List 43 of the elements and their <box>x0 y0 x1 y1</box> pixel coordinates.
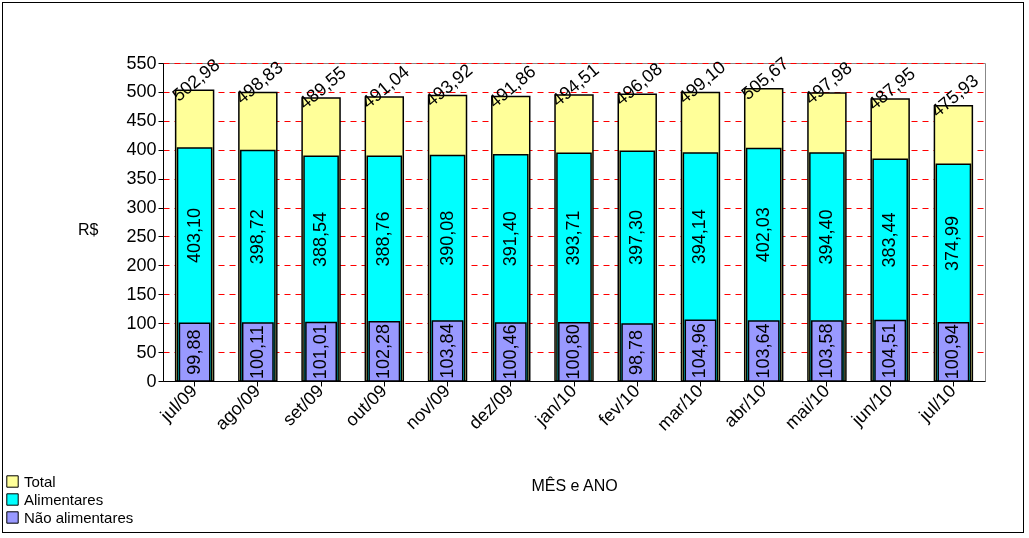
data-label: 374,99 <box>942 215 963 271</box>
y-tick-label: 50 <box>136 341 157 362</box>
data-label: 398,72 <box>246 209 267 265</box>
data-label: 388,76 <box>373 211 394 267</box>
data-label: 391,40 <box>499 211 520 267</box>
x-axis-title: MÊS e ANO <box>531 475 618 494</box>
y-tick-label: 450 <box>126 110 157 131</box>
data-label: 103,84 <box>436 323 457 379</box>
legend-label: Total <box>24 472 56 490</box>
data-label: 100,11 <box>246 325 267 379</box>
data-label: 394,14 <box>689 209 710 265</box>
data-label: 402,03 <box>752 207 773 263</box>
legend-label: Alimentares <box>24 490 104 508</box>
data-label: 101,01 <box>310 324 331 380</box>
y-tick-label: 100 <box>126 312 157 333</box>
y-tick-label: 0 <box>146 370 157 391</box>
data-label: 383,44 <box>879 212 900 268</box>
data-label: 103,64 <box>752 323 773 379</box>
y-tick-label: 200 <box>126 254 157 275</box>
data-label: 388,54 <box>310 211 331 268</box>
y-tick-label: 550 <box>126 52 157 73</box>
data-label: 393,71 <box>563 210 583 266</box>
data-label: 102,28 <box>373 323 394 379</box>
data-label: 100,46 <box>499 324 520 380</box>
y-tick-label: 150 <box>126 283 157 304</box>
data-label: 98,78 <box>626 329 647 375</box>
data-label: 104,96 <box>689 323 710 379</box>
y-tick-label: 400 <box>126 139 157 160</box>
y-axis-title: R$ <box>78 221 99 239</box>
data-label: 403,10 <box>183 208 204 264</box>
data-label: 397,30 <box>626 210 647 266</box>
data-label: 100,94 <box>942 324 963 380</box>
legend-label: Não alimentares <box>24 508 134 526</box>
y-tick-label: 350 <box>126 168 157 189</box>
data-label: 394,40 <box>815 209 836 265</box>
y-tick-label: 500 <box>126 81 157 102</box>
data-label: 103,58 <box>815 323 836 379</box>
data-label: 104,51 <box>879 323 900 379</box>
y-tick-label: 250 <box>126 225 157 246</box>
data-label: 99,88 <box>183 329 204 375</box>
data-label: 100,80 <box>563 324 583 380</box>
data-label: 390,08 <box>436 210 457 266</box>
y-tick-label: 300 <box>126 197 157 218</box>
